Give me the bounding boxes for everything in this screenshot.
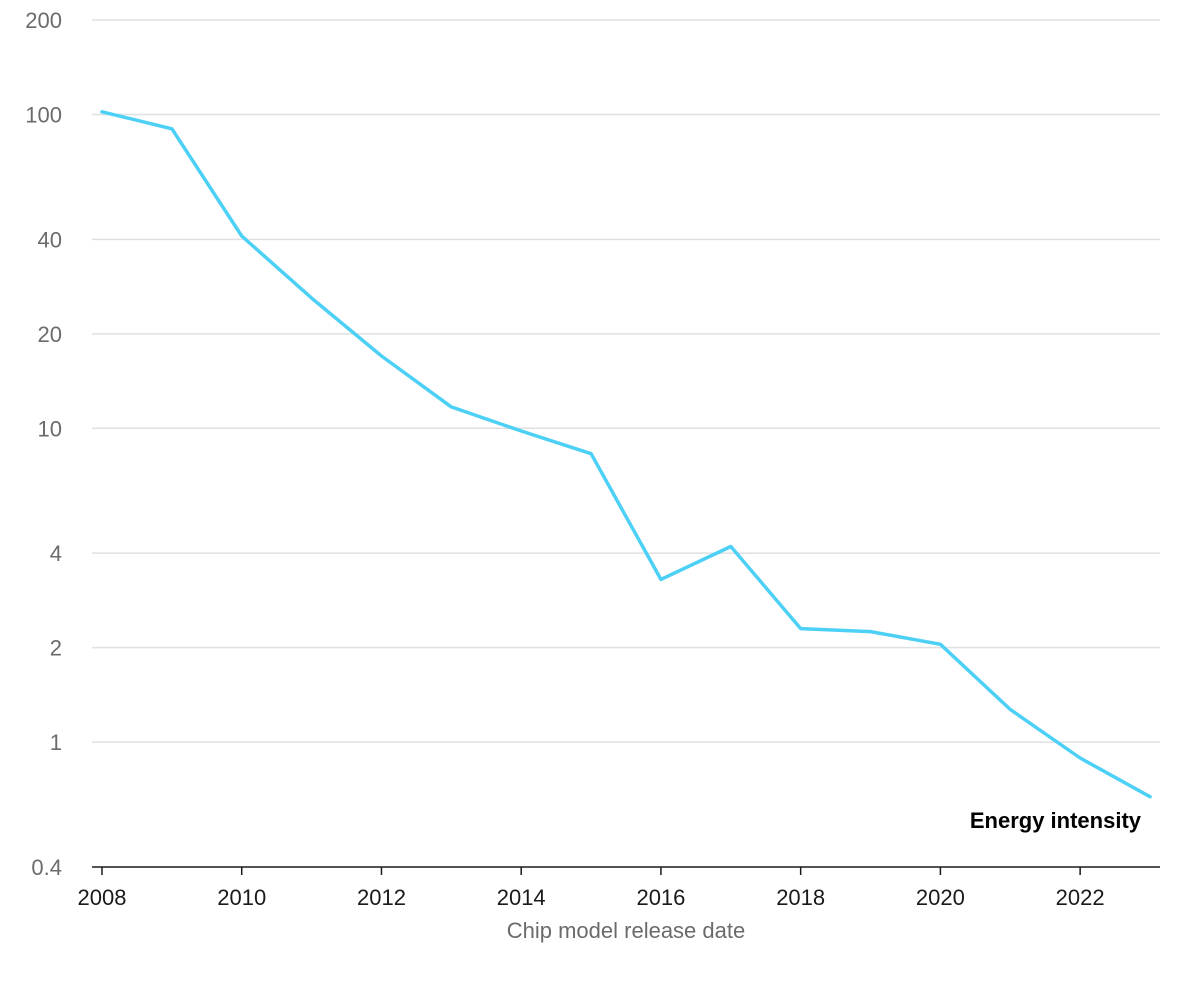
y-tick-label: 20	[38, 322, 62, 347]
x-axis-ticks: 2008 2010 2012 2014 2016 2018 2020 2022	[78, 867, 1105, 910]
x-tick-label: 2010	[217, 885, 266, 910]
y-tick-label: 0.4	[31, 855, 62, 880]
y-tick-label: 200	[25, 8, 62, 33]
x-tick-label: 2016	[636, 885, 685, 910]
x-tick-label: 2014	[497, 885, 546, 910]
series-lines	[100, 110, 1152, 799]
series-label-energy-intensity: Energy intensity	[970, 808, 1142, 833]
gridlines	[92, 19, 1160, 743]
y-tick-label: 10	[38, 416, 62, 441]
y-tick-label: 1	[50, 730, 62, 755]
series-line-0	[100, 110, 1152, 799]
x-tick-label: 2018	[776, 885, 825, 910]
x-tick-label: 2022	[1056, 885, 1105, 910]
x-tick-label: 2020	[916, 885, 965, 910]
y-tick-label: 100	[25, 102, 62, 127]
y-axis-tick-labels: 0.4 1 2 4 10 20 40 100 200	[25, 8, 62, 880]
x-tick-label: 2008	[78, 885, 127, 910]
x-tick-label: 2012	[357, 885, 406, 910]
x-axis-title: Chip model release date	[507, 918, 745, 943]
y-tick-label: 2	[50, 636, 62, 661]
y-tick-label: 40	[38, 227, 62, 252]
y-tick-label: 4	[50, 541, 62, 566]
